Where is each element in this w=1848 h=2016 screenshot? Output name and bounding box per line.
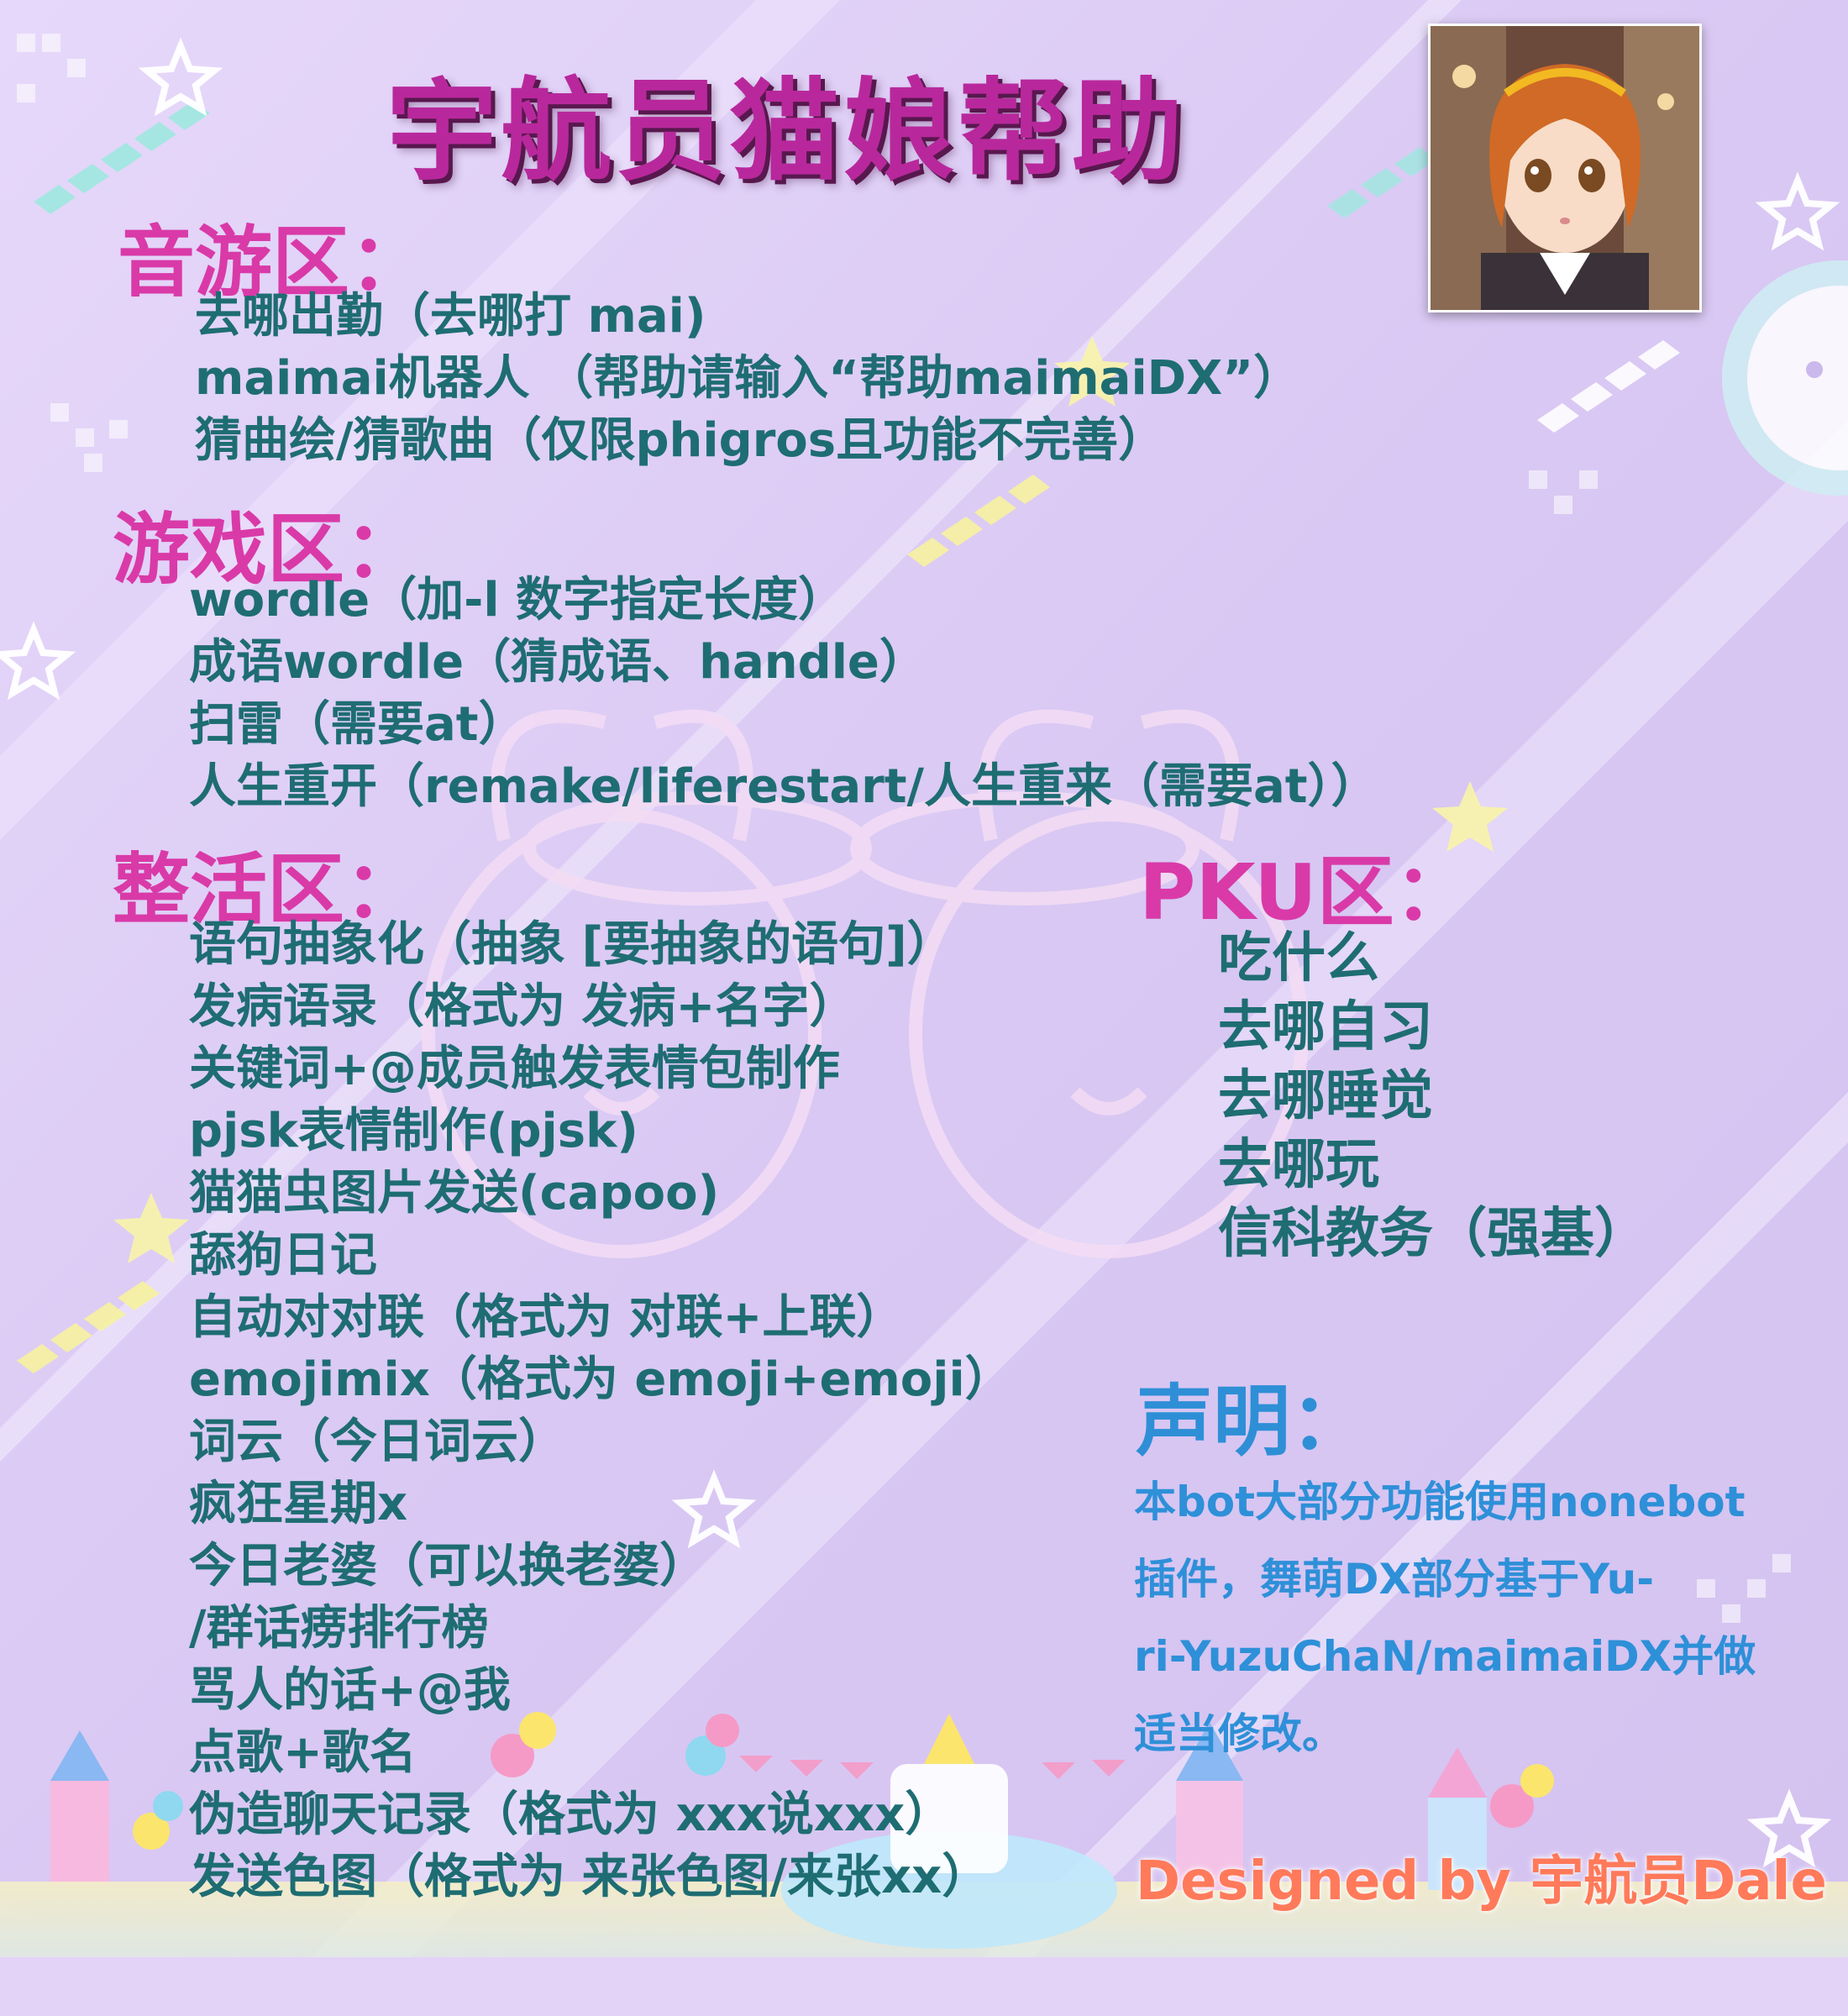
page-title: 宇航员猫娘帮助: [386, 67, 1186, 197]
circle-badge-icon: [1722, 260, 1848, 496]
chevron-stripe-icon: [1537, 340, 1680, 433]
list-item: pjsk表情制作(pjsk): [189, 1104, 638, 1158]
star-icon: [0, 37, 1840, 1868]
list-item: 伪造聊天记录（格式为 xxx说xxx）: [189, 1788, 953, 1842]
designer-credit: Designed by 宇航员Dale: [1136, 1851, 1827, 1913]
castle-decoration-icon: [0, 1714, 1848, 2016]
declaration-line: 插件，舞萌DX部分基于Yu-: [1134, 1555, 1654, 1604]
list-item: 吃什么: [1218, 927, 1379, 990]
chevron-stripe-icon: [1327, 147, 1436, 218]
chevron-stripe-icon: [17, 1281, 160, 1373]
section-heading-declaration: 声明：: [1136, 1377, 1368, 1467]
list-item: 发病语录（格式为 发病+名字）: [189, 979, 857, 1034]
list-item: 自动对对联（格式为 对联+上联）: [189, 1290, 904, 1345]
list-item: 去哪睡觉: [1218, 1065, 1433, 1127]
music-list: 去哪出勤（去哪打 mai) maimai机器人 （帮助请输入“帮助maimaiD…: [195, 286, 1300, 472]
bunting-decoration: [739, 1756, 1126, 1779]
star-icon: [113, 336, 1508, 1263]
list-item: maimai机器人 （帮助请输入“帮助maimaiDX”）: [195, 351, 1301, 406]
list-item: 扫雷（需要at）: [189, 697, 526, 752]
list-item: 点歌+歌名: [189, 1725, 417, 1780]
declaration-line: 本bot大部分功能使用nonebot: [1134, 1478, 1746, 1526]
list-item: /群话痨排行榜: [189, 1601, 489, 1656]
list-item: wordle（加-l 数字指定长度）: [189, 573, 846, 627]
declaration-line: 适当修改。: [1134, 1709, 1344, 1758]
declaration-line: ri-YuzuChaN/maimaiDX并做: [1134, 1632, 1756, 1681]
list-item: 人生重开（remake/liferestart/人生重来（需要at））: [189, 759, 1378, 814]
avatar: [1428, 24, 1702, 312]
bunny-watermark-icon: [422, 709, 1309, 1258]
balloon-icon: [133, 1712, 1554, 1850]
list-item: 去哪自习: [1218, 996, 1433, 1058]
section-heading-games: 游戏区：: [113, 505, 423, 595]
list-item: 成语wordle（猜成语、handle）: [189, 635, 927, 690]
section-heading-music: 音游区：: [118, 218, 428, 307]
pku-list: 吃什么 去哪自习 去哪睡觉 去哪玩 信科教务（强基）: [1218, 924, 1648, 1268]
section-heading-fun: 整活区：: [113, 845, 423, 935]
declaration-text: 本bot大部分功能使用nonebot 插件，舞萌DX部分基于Yu- ri-Yuz…: [1134, 1463, 1806, 1772]
games-list: wordle（加-l 数字指定长度） 成语wordle（猜成语、handle） …: [189, 570, 1378, 818]
list-item: 词云（今日词云）: [189, 1415, 565, 1469]
list-item: emojimix（格式为 emoji+emoji）: [189, 1352, 1012, 1407]
list-item: 疯狂星期x: [189, 1477, 408, 1531]
list-item: 今日老婆（可以换老婆）: [189, 1539, 706, 1593]
list-item: 信科教务（强基）: [1218, 1203, 1648, 1265]
list-item: 关键词+@成员触发表情包制作: [189, 1042, 840, 1096]
list-item: 发送色图（格式为 来张色图/来张xx）: [189, 1850, 990, 1904]
list-item: 猫猫虫图片发送(capoo): [189, 1166, 720, 1221]
list-item: 语句抽象化（抽象 [要抽象的语句]）: [189, 917, 954, 972]
list-item: 舔狗日记: [189, 1228, 377, 1283]
list-item: 骂人的话+@我: [189, 1663, 511, 1718]
section-heading-pku: PKU区：: [1139, 848, 1472, 937]
list-item: 猜曲绘/猜歌曲（仅限phigros且功能不完善）: [195, 413, 1166, 468]
list-item: 去哪玩: [1218, 1134, 1379, 1196]
fun-list: 语句抽象化（抽象 [要抽象的语句]） 发病语录（格式为 发病+名字） 关键词+@…: [189, 914, 1012, 1908]
list-item: 去哪出勤（去哪打 mai): [195, 289, 706, 344]
pixel-decoration: [17, 34, 1791, 1623]
chevron-stripe-icon: [907, 475, 1050, 567]
